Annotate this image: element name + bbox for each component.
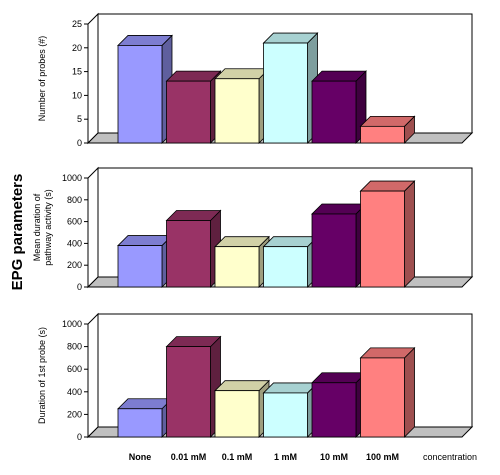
bar-front bbox=[214, 390, 260, 438]
y-tick-label: 10 bbox=[72, 90, 82, 100]
bar-top bbox=[359, 347, 416, 359]
bar-1-mm bbox=[262, 381, 319, 438]
bar-0-01-mm bbox=[165, 335, 222, 438]
side-wall bbox=[87, 166, 99, 289]
bar-0-01-mm bbox=[165, 70, 222, 144]
x-category-label: None bbox=[129, 452, 152, 462]
bar-top bbox=[359, 180, 416, 192]
y-tick-label: 400 bbox=[67, 238, 82, 248]
bar-0-1-mm bbox=[214, 235, 270, 288]
bar-top bbox=[165, 210, 222, 221]
bar-0-1-mm bbox=[214, 67, 270, 144]
bar-front bbox=[311, 213, 357, 288]
bar-top bbox=[311, 70, 367, 82]
y-axis-label: Mean duration ofpathway activity (s) bbox=[32, 189, 53, 266]
bar-top bbox=[311, 203, 367, 215]
bar-front bbox=[263, 246, 308, 288]
bar-top bbox=[165, 70, 222, 82]
y-tick-label: 1000 bbox=[62, 173, 82, 183]
bar-top bbox=[311, 372, 367, 384]
bar-front bbox=[117, 245, 163, 288]
bar-100-mm bbox=[359, 115, 416, 144]
side-wall bbox=[87, 12, 99, 145]
y-axis-label: Number of probes (#) bbox=[37, 36, 47, 122]
bar-front bbox=[214, 246, 260, 288]
bar-top bbox=[262, 382, 319, 394]
y-tick-label: 600 bbox=[67, 217, 82, 227]
y-tick-label: 15 bbox=[72, 67, 82, 77]
x-category-label: 1 mM bbox=[274, 452, 297, 462]
bar-top bbox=[262, 32, 319, 44]
x-category-label: 0.01 mM bbox=[171, 452, 207, 462]
bar-front bbox=[360, 357, 405, 438]
y-tick-label: 25 bbox=[72, 19, 82, 29]
bar-front bbox=[311, 80, 357, 144]
bar-10-mm bbox=[311, 70, 367, 144]
bar-front bbox=[166, 220, 211, 288]
bar-10-mm bbox=[311, 371, 367, 438]
y-tick-label: 200 bbox=[67, 409, 82, 419]
bar-0-1-mm bbox=[214, 379, 270, 438]
bar-front bbox=[360, 125, 405, 144]
bar-front bbox=[263, 392, 308, 438]
bar-front bbox=[117, 45, 163, 144]
y-axis-label: Duration of 1st probe (s) bbox=[37, 327, 47, 424]
chart-panel-1: 0 5 10 15 20 25 Number of probes (#) bbox=[37, 12, 474, 148]
y-tick-label: 20 bbox=[72, 43, 82, 53]
chart-panels: 0 5 10 15 20 25 Number of probes (#) 0 200 400 600… bbox=[32, 12, 474, 442]
bar-0-01-mm bbox=[165, 209, 222, 288]
y-tick-label: 0 bbox=[77, 282, 82, 292]
y-tick-label: 600 bbox=[67, 364, 82, 374]
bar-front bbox=[214, 78, 260, 144]
bar-front bbox=[117, 408, 163, 438]
bar-side bbox=[404, 346, 415, 438]
bar-side bbox=[404, 180, 415, 288]
x-unit-label: concentration bbox=[423, 452, 477, 462]
y-tick-label: 1000 bbox=[62, 319, 82, 329]
bar-10-mm bbox=[311, 203, 367, 288]
bar-none bbox=[117, 234, 173, 288]
y-tick-label: 0 bbox=[77, 138, 82, 148]
bar-100-mm bbox=[359, 346, 416, 438]
y-tick-label: 800 bbox=[67, 195, 82, 205]
bar-front bbox=[311, 382, 357, 438]
x-category-labels: None 0.01 mM 0.1 mM 1 mM 10 mM 100 mM bbox=[129, 452, 399, 462]
bar-1-mm bbox=[262, 235, 319, 288]
bar-top bbox=[214, 68, 270, 80]
x-category-label: 100 mM bbox=[366, 452, 399, 462]
y-tick-label: 400 bbox=[67, 387, 82, 397]
bar-100-mm bbox=[359, 180, 416, 288]
bar-top bbox=[214, 236, 270, 248]
bar-front bbox=[166, 346, 211, 438]
bar-top bbox=[117, 235, 173, 246]
y-tick-label: 800 bbox=[67, 342, 82, 352]
y-tick-label: 200 bbox=[67, 260, 82, 270]
bar-front bbox=[263, 42, 308, 144]
bar-top bbox=[262, 236, 319, 248]
bar-top bbox=[117, 398, 173, 410]
bar-front bbox=[166, 80, 211, 144]
bar-1-mm bbox=[262, 32, 319, 144]
bar-none bbox=[117, 397, 173, 438]
side-wall bbox=[87, 312, 99, 439]
y-tick-label: 0 bbox=[77, 432, 82, 442]
bar-front bbox=[360, 190, 405, 288]
bar-top bbox=[214, 380, 270, 392]
x-category-label: 10 mM bbox=[320, 452, 348, 462]
bar-none bbox=[117, 34, 173, 144]
y-tick-label: 5 bbox=[77, 114, 82, 124]
bar-top bbox=[165, 336, 222, 348]
x-category-label: 0.1 mM bbox=[222, 452, 253, 462]
figure-label: EPG parameters bbox=[9, 174, 26, 291]
chart-panel-2: 0 200 400 600 800 1000 Mean duration ofpathway… bbox=[32, 166, 474, 292]
bar-top bbox=[117, 35, 173, 46]
chart-panel-3: 0 200 400 600 800 1000 Duration of 1st probe (… bbox=[37, 312, 474, 442]
bar-top bbox=[359, 115, 416, 127]
